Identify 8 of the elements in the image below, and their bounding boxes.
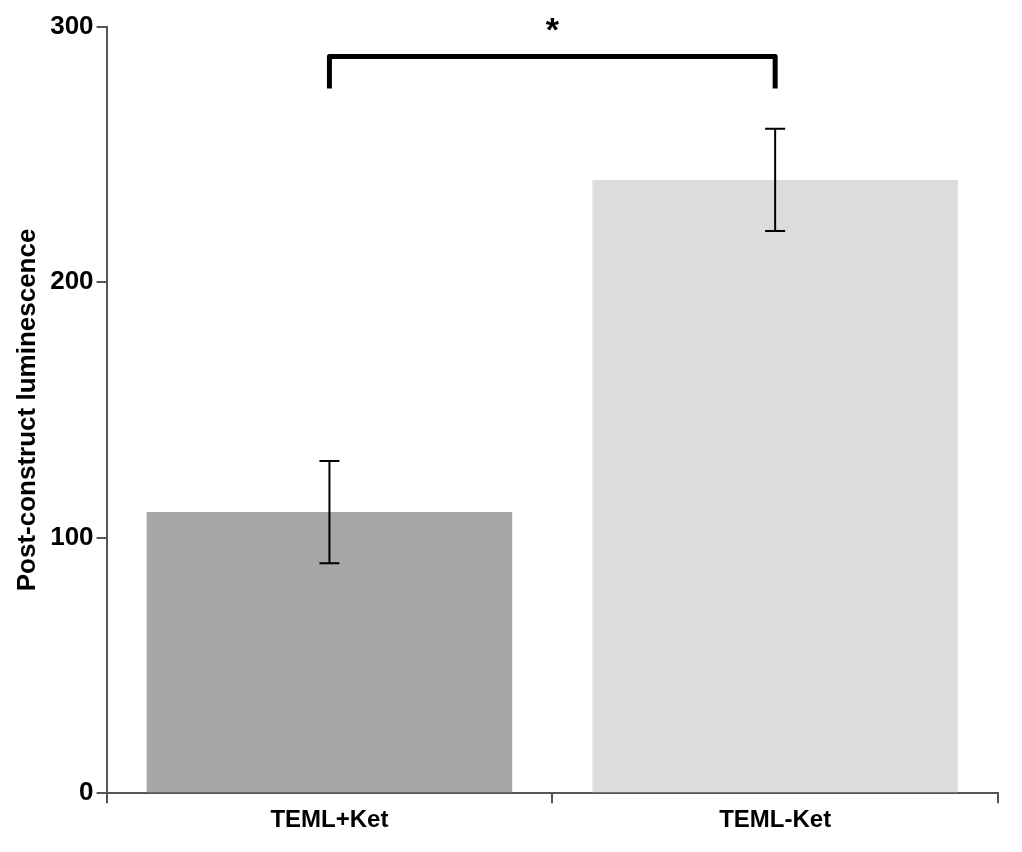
y-tick-label: 100 — [50, 520, 94, 551]
y-axis-title: Post-construct luminescence — [10, 228, 41, 592]
x-tick-label: TEML+Ket — [270, 805, 389, 833]
y-tick-label: 0 — [79, 776, 94, 807]
y-tick-label: 200 — [50, 265, 94, 296]
x-tick-label: TEML-Ket — [719, 805, 832, 833]
annotation: * — [545, 9, 560, 48]
y-tick-label: 300 — [50, 9, 94, 40]
